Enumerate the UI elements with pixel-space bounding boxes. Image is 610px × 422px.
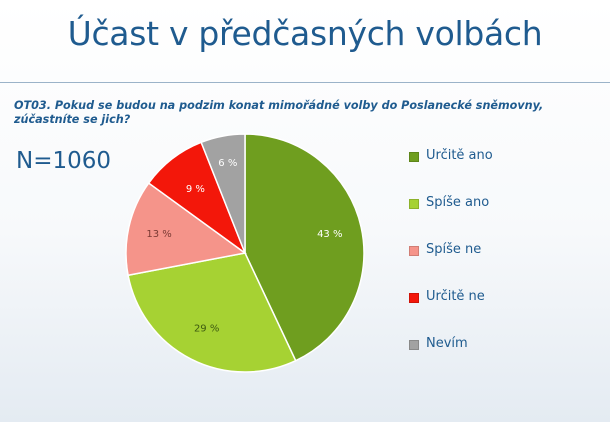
legend-swatch (409, 246, 419, 256)
legend-swatch (409, 152, 419, 162)
legend-swatch (409, 199, 419, 209)
legend-swatch (409, 340, 419, 350)
legend-swatch (409, 293, 419, 303)
pie-label-spise-ano: 29 % (194, 323, 219, 334)
question-text: OT03. Pokud se budou na podzim konat mim… (14, 99, 544, 126)
pie-label-urcite-ne: 9 % (186, 184, 205, 195)
legend-label: Nevím (426, 336, 468, 351)
pie-slice-nevim (200, 133, 246, 254)
pie-chart: 43 % 29 % 13 % 9 % 6 % (125, 133, 365, 373)
legend-label: Určitě ano (426, 148, 493, 163)
sample-size: N=1060 (16, 148, 112, 174)
pie-slice-spise-ne (125, 182, 247, 277)
legend-label: Spíše ano (426, 195, 490, 210)
pie-labels: 43 % 29 % 13 % 9 % 6 % (146, 158, 342, 334)
title-divider (0, 82, 610, 83)
pie-slice-spise-ano (127, 252, 297, 373)
pie-label-urcite-ano: 43 % (317, 229, 342, 240)
pie-label-nevim: 6 % (218, 158, 237, 169)
legend-label: Určitě ne (426, 289, 485, 304)
pie-label-spise-ne: 13 % (146, 229, 171, 240)
legend-label: Spíše ne (426, 242, 482, 257)
pie-slice-urcite-ano (244, 133, 365, 362)
slide-title: Účast v předčasných volbách (67, 14, 543, 53)
pie-slices (125, 133, 365, 373)
